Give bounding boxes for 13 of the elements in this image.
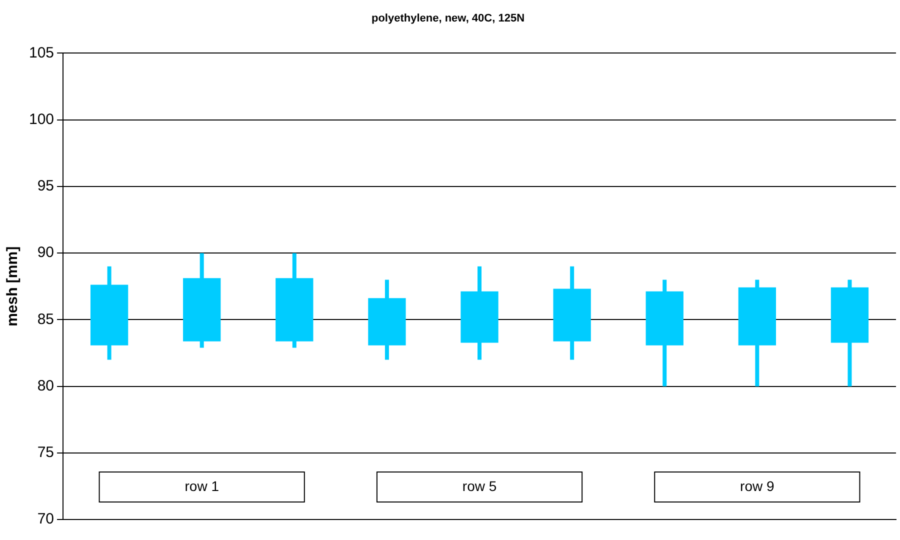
y-axis-title: mesh [mm] — [4, 246, 22, 326]
y-tick-label: 100 — [28, 110, 54, 128]
annotation: row 5 — [462, 478, 497, 494]
y-tick-label: 75 — [37, 444, 54, 462]
y-tick-label: 105 — [28, 44, 54, 62]
annotation: row 1 — [184, 478, 220, 494]
annotation: row 9 — [740, 478, 774, 494]
chart-title: polyethylene, new, 40C, 125N — [371, 12, 525, 25]
y-tick-label: 90 — [37, 244, 54, 262]
y-tick-label: 85 — [37, 310, 54, 328]
y-tick-label: 70 — [37, 510, 54, 528]
y-tick-label: 80 — [37, 377, 54, 394]
y-tick-label: 95 — [37, 178, 54, 195]
